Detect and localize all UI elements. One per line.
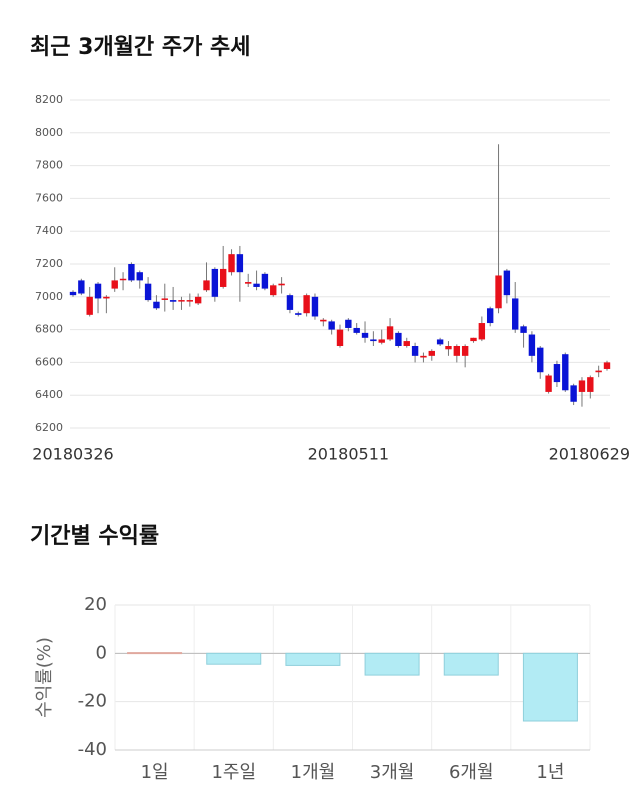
candle-body [478, 323, 486, 340]
candle-body [111, 280, 118, 289]
candle-body [386, 326, 394, 340]
candle-body [78, 280, 85, 294]
candle-body [528, 334, 536, 356]
candle-body [495, 275, 502, 309]
candle-body [570, 385, 577, 402]
y-axis-label: 수익률(%) [34, 637, 55, 718]
candle-body [236, 254, 244, 273]
x-tick-label: 20180326 [32, 445, 113, 464]
candle-body [245, 282, 252, 284]
candle-body [128, 264, 135, 281]
y-tick-label: 7000 [35, 290, 63, 303]
candle-body [420, 355, 427, 358]
candle-body [470, 337, 477, 342]
x-tick-label: 3개월 [370, 762, 415, 783]
candle-body [136, 272, 143, 281]
candle-body [603, 362, 611, 369]
candle-body [453, 346, 461, 356]
candle-body [228, 254, 235, 273]
candle-body [578, 380, 586, 392]
chart-title: 최근 3개월간 주가 추세 [30, 35, 250, 60]
candle-body [253, 283, 260, 287]
x-tick-label: 1년 [536, 762, 564, 783]
bar [364, 652, 420, 676]
candle-body [520, 326, 527, 333]
y-tick-label: -40 [78, 739, 107, 760]
x-tick-label: 20180511 [308, 445, 389, 464]
candle-body [411, 346, 419, 356]
candle-body [178, 300, 185, 302]
candle-body [445, 346, 452, 350]
candle-body [545, 375, 552, 392]
candle-body [211, 268, 219, 297]
candle-body [503, 270, 511, 296]
candle-body [295, 313, 302, 315]
y-tick-label: -20 [78, 691, 107, 712]
candle-body [595, 370, 602, 373]
candle-body [203, 280, 210, 291]
candle-body [336, 329, 344, 346]
bar [127, 652, 183, 655]
x-tick-label: 20180629 [549, 445, 630, 464]
candle-body [395, 332, 402, 346]
candle-body [94, 283, 102, 299]
candle-body [303, 295, 310, 314]
candle-body [278, 283, 285, 286]
y-tick-label: 8000 [35, 126, 63, 139]
bar [522, 652, 578, 722]
candle-body [270, 285, 277, 296]
candle-body [69, 291, 77, 296]
chart-title: 기간별 수익률 [30, 524, 159, 549]
bar [206, 652, 262, 665]
y-tick-label: 6200 [35, 421, 63, 434]
bar [285, 652, 341, 666]
candle-body [286, 295, 294, 310]
candle-body [553, 364, 561, 383]
candle-body [328, 321, 335, 330]
y-tick-label: 6800 [35, 323, 63, 336]
candle-body [370, 339, 377, 342]
y-tick-label: 8200 [35, 93, 63, 106]
candle-body [537, 347, 544, 373]
candle-body [562, 354, 569, 391]
candle-body [345, 319, 352, 328]
candle-body [194, 296, 202, 304]
y-tick-label: 7400 [35, 224, 63, 237]
y-tick-label: 6600 [35, 355, 63, 368]
x-tick-label: 6개월 [449, 762, 494, 783]
y-tick-label: 7200 [35, 257, 63, 270]
candle-body [261, 273, 269, 289]
x-tick-label: 1개월 [291, 762, 336, 783]
candle-body [461, 346, 469, 356]
candle-body [161, 298, 168, 300]
bar [443, 652, 499, 676]
candle-body [169, 300, 177, 302]
candle-body [103, 296, 110, 299]
candle-body [587, 377, 594, 392]
y-tick-label: 7800 [35, 159, 63, 172]
candle-body [378, 339, 385, 343]
candle-body [512, 298, 519, 330]
candle-body [428, 350, 435, 356]
candle-body [436, 339, 444, 345]
candle-body [153, 301, 160, 309]
candle-body [403, 341, 410, 346]
candle-body [486, 308, 494, 324]
candle-body [186, 300, 194, 302]
candle-body [361, 332, 369, 338]
candle-body [353, 327, 360, 333]
x-tick-label: 1주일 [211, 762, 256, 783]
candle-body [144, 283, 152, 301]
y-tick-label: 0 [96, 642, 107, 663]
y-tick-label: 20 [84, 594, 107, 615]
candle-body [320, 319, 327, 322]
y-tick-label: 7600 [35, 191, 63, 204]
x-tick-label: 1일 [141, 762, 169, 783]
candle-body [311, 296, 319, 317]
candle-body [119, 278, 127, 281]
candle-body [86, 296, 93, 315]
candle-body [219, 268, 227, 287]
y-tick-label: 6400 [35, 388, 63, 401]
